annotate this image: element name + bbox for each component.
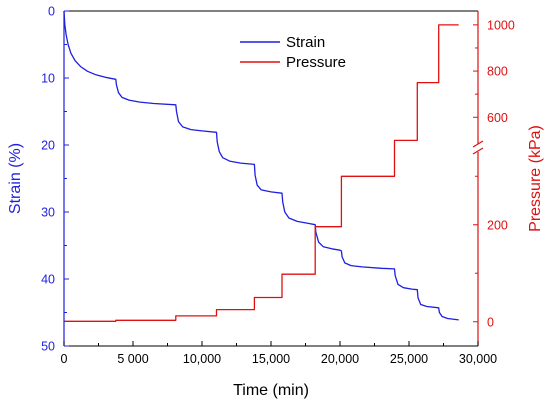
x-tick-label: 20,000 (321, 352, 359, 366)
right-y-tick-label: 600 (487, 111, 508, 125)
left-y-tick-label: 30 (41, 206, 55, 220)
x-tick-label: 5 000 (117, 352, 148, 366)
left-y-tick-label: 40 (41, 273, 55, 287)
axis-break-gap (472, 144, 484, 152)
left-y-tick-label: 0 (48, 5, 55, 19)
legend-label-strain: Strain (286, 34, 325, 51)
x-tick-label: 15,000 (252, 352, 290, 366)
series-line-strain (63, 10, 459, 321)
right-y-tick-label: 200 (487, 218, 508, 232)
right-axis-break-mark (472, 140, 484, 155)
right-y-tick-label: 0 (487, 315, 494, 329)
left-y-tick-label: 20 (41, 139, 55, 153)
right-y-axis-title: Pressure (kPa) (527, 125, 544, 232)
axis-break-slash-1 (472, 140, 484, 148)
left-y-axis-title: Strain (%) (7, 143, 24, 214)
right-y-tick-label: 800 (487, 65, 508, 79)
x-tick-label: 30,000 (459, 352, 497, 366)
left-y-tick-label: 50 (41, 340, 55, 354)
right-y-tick-label: 1000 (487, 18, 515, 32)
x-tick-label: 10,000 (183, 352, 221, 366)
x-tick-label: 25,000 (390, 352, 428, 366)
legend: Strain Pressure (240, 34, 346, 71)
axis-break-slash-2 (472, 147, 484, 155)
left-y-tick-label: 10 (41, 72, 55, 86)
legend-label-pressure: Pressure (286, 54, 346, 71)
series-line-pressure (64, 24, 459, 322)
x-axis-title: Time (min) (233, 382, 309, 399)
x-tick-label: 0 (61, 352, 68, 366)
